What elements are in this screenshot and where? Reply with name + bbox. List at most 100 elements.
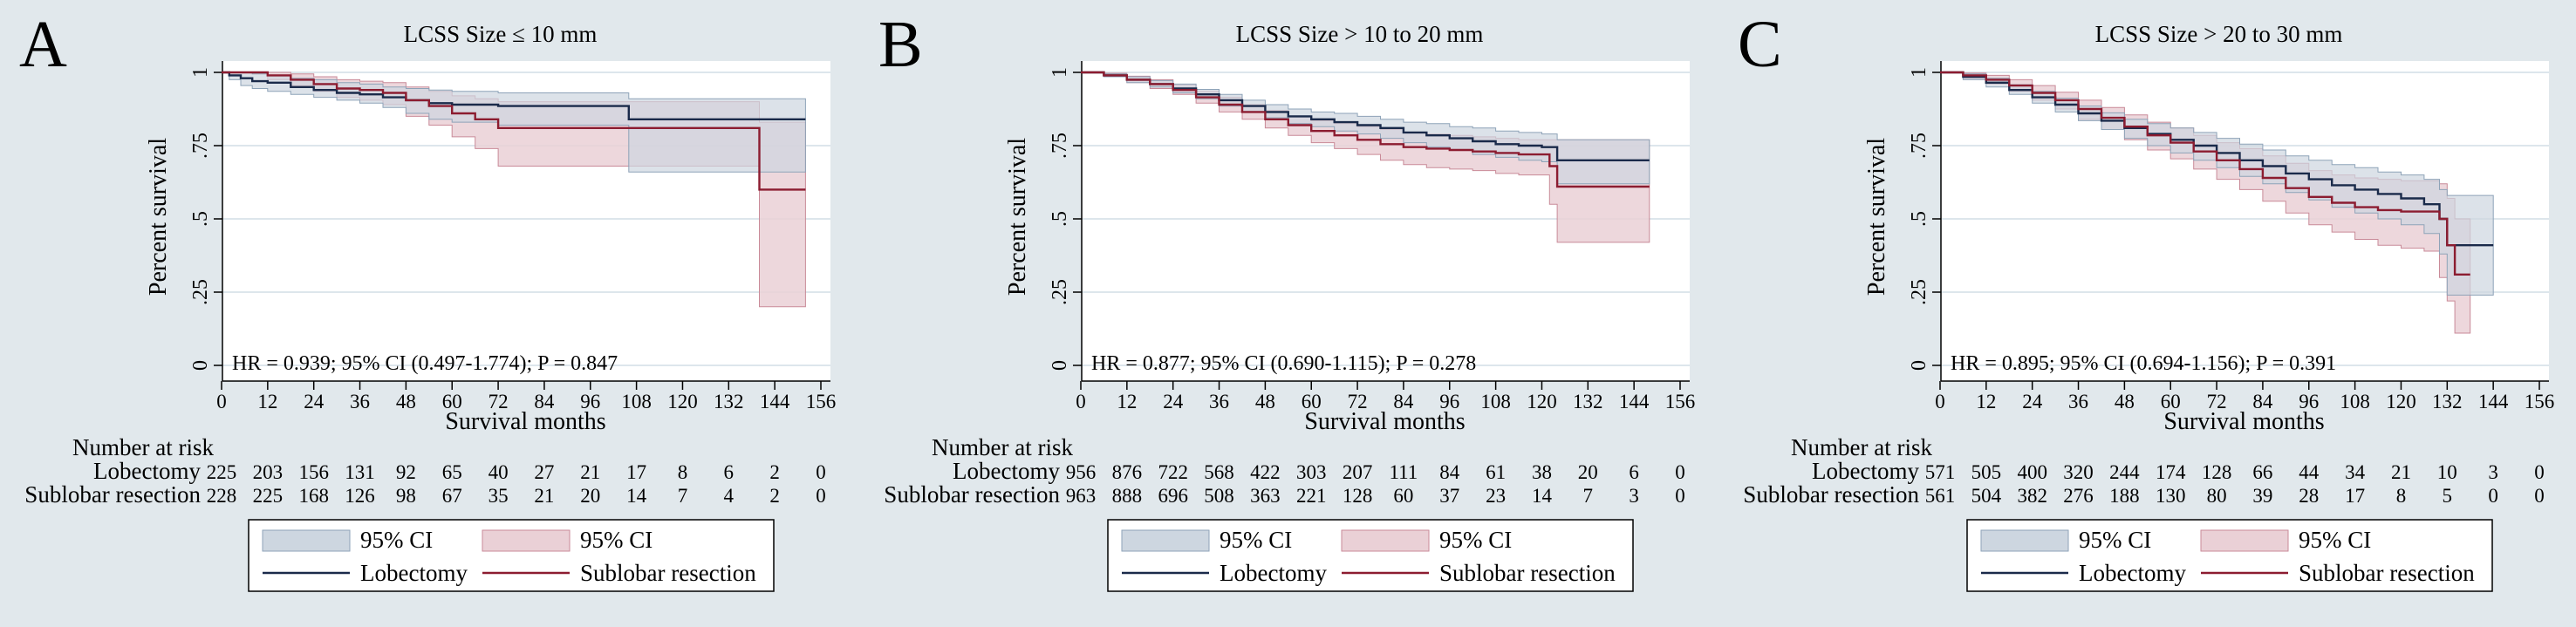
- risk-count: 400: [2017, 461, 2047, 483]
- risk-count: 8: [678, 461, 688, 483]
- y-tick-label: .5: [189, 211, 212, 227]
- y-tick-label: .75: [189, 133, 212, 159]
- x-tick-label: 120: [1527, 391, 1557, 412]
- legend-group2-label: Sublobar resection: [2299, 560, 2475, 586]
- x-tick-label: 144: [2478, 391, 2509, 412]
- x-tick-label: 36: [1209, 391, 1229, 412]
- risk-count: 568: [1204, 461, 1234, 483]
- y-tick-label: .25: [1049, 279, 1071, 305]
- risk-count: 225: [253, 485, 284, 507]
- y-tick-label: 1: [1049, 67, 1071, 78]
- legend-swatch-lobectomy-ci: [1121, 529, 1210, 552]
- x-tick-label: 72: [489, 391, 509, 412]
- curve-sublobar: [222, 71, 806, 191]
- risk-count: 80: [2207, 485, 2227, 507]
- legend-group2-label: Sublobar resection: [1439, 560, 1616, 586]
- risk-count: 111: [1390, 461, 1418, 483]
- x-tick-label: 72: [2207, 391, 2227, 412]
- hr-annotation: HR = 0.877; 95% CI (0.690-1.115); P = 0.…: [1091, 352, 1476, 375]
- ci-band-lobectomy: [222, 72, 806, 173]
- x-tick-label: 12: [257, 391, 277, 412]
- risk-row-label: Lobectomy: [1812, 458, 1919, 484]
- risk-count: 0: [1675, 461, 1685, 483]
- risk-count: 876: [1112, 461, 1143, 483]
- x-tick-label: 156: [2525, 391, 2555, 412]
- chart-title: LCSS Size > 10 to 20 mm: [1236, 21, 1484, 47]
- risk-count: 963: [1066, 485, 1097, 507]
- risk-count: 130: [2156, 485, 2186, 507]
- x-tick-label: 108: [1480, 391, 1511, 412]
- legend-swatch-lobectomy-ci: [262, 529, 351, 552]
- risk-row-label: Sublobar resection: [884, 481, 1060, 508]
- x-tick-label: 12: [1117, 391, 1137, 412]
- x-tick-label: 48: [1255, 391, 1275, 412]
- risk-count: 60: [1393, 485, 1413, 507]
- risk-count: 228: [207, 485, 237, 507]
- km-panel-c: C LCSS Size > 20 to 30 mm 0 .25 .5 .75 1 Percen…: [1738, 8, 2555, 592]
- risk-count: 504: [1971, 485, 2002, 507]
- legend-ci-label: 95% CI: [1439, 527, 1512, 553]
- x-tick-label: 156: [806, 391, 837, 412]
- risk-count: 221: [1296, 485, 1327, 507]
- risk-table-title: Number at risk: [72, 434, 214, 460]
- risk-count: 422: [1250, 461, 1281, 483]
- risk-count: 2: [769, 485, 780, 507]
- risk-count: 35: [489, 485, 509, 507]
- x-tick-label: 96: [2299, 391, 2319, 412]
- panel-letter: C: [1738, 8, 1782, 81]
- risk-table-title: Number at risk: [1791, 434, 1932, 460]
- risk-count: 7: [1583, 485, 1594, 507]
- x-tick-label: 84: [1393, 391, 1414, 412]
- x-tick-label: 24: [1163, 391, 1184, 412]
- x-tick-label: 156: [1665, 391, 1696, 412]
- y-tick-label: 1: [189, 67, 212, 78]
- risk-count: 128: [1343, 485, 1373, 507]
- risk-count: 168: [298, 485, 329, 507]
- risk-row-label: Sublobar resection: [24, 481, 201, 508]
- legend-ci-label: 95% CI: [2299, 527, 2371, 553]
- risk-count: 131: [345, 461, 375, 483]
- risk-count: 27: [534, 461, 554, 483]
- risk-count: 5: [2443, 485, 2453, 507]
- risk-count: 20: [1578, 461, 1598, 483]
- x-tick-label: 108: [621, 391, 652, 412]
- x-axis-label: Survival months: [2163, 408, 2324, 435]
- x-tick-label: 24: [304, 391, 325, 412]
- risk-count: 92: [396, 461, 416, 483]
- risk-count: 20: [580, 485, 600, 507]
- risk-count: 37: [1439, 485, 1459, 507]
- risk-count: 0: [2488, 485, 2498, 507]
- legend-group1-label: Lobectomy: [360, 560, 468, 586]
- risk-row-label: Lobectomy: [953, 458, 1060, 484]
- x-tick-label: 108: [2340, 391, 2370, 412]
- x-tick-label: 36: [2068, 391, 2088, 412]
- x-tick-label: 12: [1976, 391, 1996, 412]
- risk-row-label: Lobectomy: [93, 458, 201, 484]
- risk-count: 23: [1486, 485, 1506, 507]
- risk-count: 98: [396, 485, 416, 507]
- x-tick-label: 36: [350, 391, 370, 412]
- risk-count: 956: [1066, 461, 1097, 483]
- legend-swatch-sublobar-ci: [2200, 529, 2289, 552]
- risk-count: 505: [1971, 461, 2002, 483]
- risk-count: 34: [2345, 461, 2366, 483]
- x-tick-label: 120: [667, 391, 698, 412]
- x-tick-label: 96: [1439, 391, 1459, 412]
- x-tick-label: 144: [1619, 391, 1650, 412]
- risk-count: 571: [1925, 461, 1956, 483]
- risk-count: 188: [2109, 485, 2140, 507]
- curve-sublobar: [1940, 71, 2470, 276]
- risk-count: 44: [2299, 461, 2320, 483]
- risk-count: 6: [1629, 461, 1639, 483]
- risk-count: 3: [2488, 461, 2498, 483]
- y-tick-label: .5: [1049, 211, 1071, 227]
- risk-count: 320: [2063, 461, 2094, 483]
- x-tick-label: 60: [442, 391, 462, 412]
- risk-count: 6: [724, 461, 735, 483]
- legend-ci-label: 95% CI: [1220, 527, 1292, 553]
- x-tick-label: 60: [1302, 391, 1322, 412]
- risk-count: 40: [489, 461, 509, 483]
- risk-count: 7: [678, 485, 688, 507]
